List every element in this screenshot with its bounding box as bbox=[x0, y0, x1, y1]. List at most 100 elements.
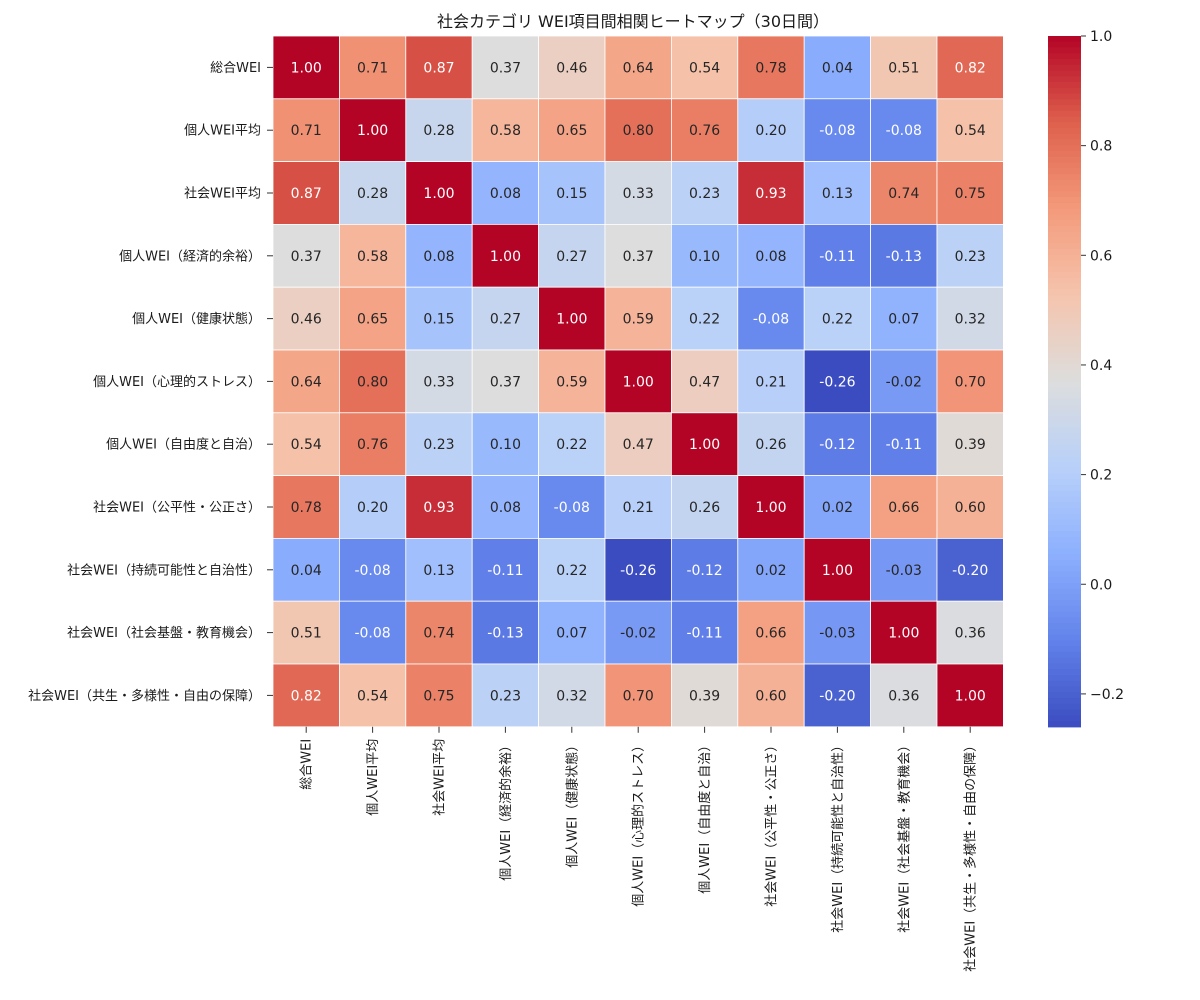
cell-value-label: 0.70 bbox=[955, 374, 986, 390]
heatmap-cell bbox=[405, 600, 473, 665]
cell-value-label: 0.59 bbox=[556, 374, 587, 390]
colorbar-tick-label: −0.2 bbox=[1090, 687, 1124, 703]
colorbar-segment bbox=[1048, 41, 1081, 49]
y-tick-label: 社会WEI平均 bbox=[184, 186, 261, 202]
colorbar-segment bbox=[1048, 588, 1081, 595]
heatmap-cell bbox=[936, 35, 1004, 100]
heatmap-cell bbox=[803, 412, 872, 476]
colorbar-segment bbox=[1048, 513, 1081, 521]
cell-value-label: 0.21 bbox=[623, 500, 654, 516]
colorbar-segment bbox=[1048, 473, 1081, 480]
cell-value-label: 1.00 bbox=[490, 249, 521, 265]
cell-value-label: 1.00 bbox=[423, 186, 454, 202]
colorbar-segment bbox=[1048, 404, 1081, 411]
heatmap-cell bbox=[272, 475, 340, 539]
heatmap-cell bbox=[338, 98, 407, 163]
cell-value-label: -0.02 bbox=[886, 374, 922, 390]
colorbar-segment bbox=[1048, 248, 1081, 256]
cell-value-label: 0.58 bbox=[357, 249, 388, 265]
x-tick-label: 個人WEI（心理的ストレス） bbox=[631, 739, 647, 907]
cell-value-label: 0.13 bbox=[423, 563, 454, 579]
cell-value-label: 0.93 bbox=[755, 186, 786, 202]
heatmap-cell bbox=[405, 35, 473, 100]
heatmap-cell bbox=[538, 600, 606, 665]
cell-value-label: 0.54 bbox=[357, 688, 388, 704]
cell-value-label: -0.08 bbox=[886, 123, 922, 139]
heatmap-cell bbox=[604, 600, 672, 665]
cell-value-label: 0.32 bbox=[556, 688, 587, 704]
colorbar-tick-label: 0.2 bbox=[1090, 468, 1112, 484]
cell-value-label: 0.54 bbox=[291, 437, 322, 453]
colorbar-segment bbox=[1048, 709, 1081, 716]
colorbar-segment bbox=[1048, 680, 1081, 688]
colorbar-segment bbox=[1048, 266, 1081, 273]
colorbar-segment bbox=[1048, 208, 1081, 216]
colorbar-segment bbox=[1048, 93, 1081, 100]
cell-value-label: 0.66 bbox=[888, 500, 919, 516]
colorbar-segment bbox=[1048, 582, 1081, 590]
heatmap-cell bbox=[803, 600, 872, 665]
heatmap-cell bbox=[737, 35, 805, 100]
cell-value-label: 0.93 bbox=[423, 500, 454, 516]
heatmap-cell bbox=[671, 412, 739, 476]
colorbar-segment bbox=[1048, 174, 1081, 181]
cell-value-label: 0.39 bbox=[955, 437, 986, 453]
cell-value-label: 1.00 bbox=[291, 60, 322, 76]
colorbar-segment bbox=[1048, 110, 1081, 118]
colorbar-segment bbox=[1048, 133, 1081, 141]
cell-value-label: -0.20 bbox=[819, 688, 855, 704]
cell-value-label: 0.37 bbox=[490, 374, 521, 390]
cell-value-label: 0.78 bbox=[755, 60, 786, 76]
heatmap-cell bbox=[471, 223, 540, 288]
x-tick-label: 個人WEI平均 bbox=[366, 739, 381, 816]
colorbar-segment bbox=[1048, 686, 1081, 693]
cell-value-label: 0.23 bbox=[689, 186, 720, 202]
heatmap-cell bbox=[604, 475, 672, 539]
colorbar-segment bbox=[1048, 381, 1081, 388]
heatmap-cell bbox=[936, 538, 1004, 602]
heatmap-cell bbox=[671, 286, 739, 351]
colorbar-segment bbox=[1048, 559, 1081, 567]
x-axis-labels: 総合WEI 個人WEI平均 社会WEI平均 個人WEI（経済的余裕） 個人WEI（健康状… bbox=[300, 726, 979, 972]
heatmap-cell bbox=[936, 349, 1004, 414]
colorbar-segment bbox=[1048, 82, 1081, 89]
x-tick-label: 総合WEI bbox=[300, 739, 315, 790]
heatmap-cell bbox=[737, 98, 805, 163]
heatmap-cell bbox=[803, 663, 872, 728]
heatmap-cell bbox=[604, 98, 672, 163]
heatmap-cell bbox=[870, 223, 938, 288]
colorbar-segment bbox=[1048, 634, 1081, 642]
cell-value-label: 0.64 bbox=[623, 60, 654, 76]
colorbar-segment bbox=[1048, 623, 1081, 630]
cell-value-label: 0.46 bbox=[556, 60, 587, 76]
colorbar-segment bbox=[1048, 461, 1081, 469]
heatmap-cell bbox=[405, 98, 473, 163]
heatmap-cell bbox=[870, 663, 938, 728]
cell-value-label: 0.65 bbox=[357, 312, 388, 328]
colorbar-segment bbox=[1048, 663, 1081, 670]
heatmap-cell bbox=[604, 223, 672, 288]
colorbar-tick-label: 0.8 bbox=[1090, 139, 1112, 155]
colorbar-segment bbox=[1048, 64, 1081, 72]
heatmap-cell bbox=[737, 475, 805, 539]
heatmap-cell bbox=[803, 538, 872, 602]
colorbar-segment bbox=[1048, 220, 1081, 227]
colorbar-segment bbox=[1048, 450, 1081, 457]
heatmap-cell bbox=[272, 161, 340, 225]
cell-value-label: 0.33 bbox=[623, 186, 654, 202]
cell-value-label: 0.08 bbox=[490, 500, 521, 516]
heatmap-cell bbox=[604, 349, 672, 414]
heatmap-cell bbox=[737, 663, 805, 728]
colorbar-segment bbox=[1048, 76, 1081, 83]
y-tick-label: 個人WEI（心理的ストレス） bbox=[93, 374, 261, 390]
heatmap-cell bbox=[471, 349, 540, 414]
cell-value-label: 0.51 bbox=[888, 60, 919, 76]
cell-value-label: -0.03 bbox=[886, 563, 922, 579]
heatmap-cell bbox=[272, 538, 340, 602]
colorbar-segment bbox=[1048, 70, 1081, 77]
heatmap-cell bbox=[272, 412, 340, 476]
colorbar-segment bbox=[1048, 640, 1081, 647]
cell-value-label: -0.03 bbox=[819, 626, 855, 642]
colorbar-segment bbox=[1048, 467, 1081, 475]
